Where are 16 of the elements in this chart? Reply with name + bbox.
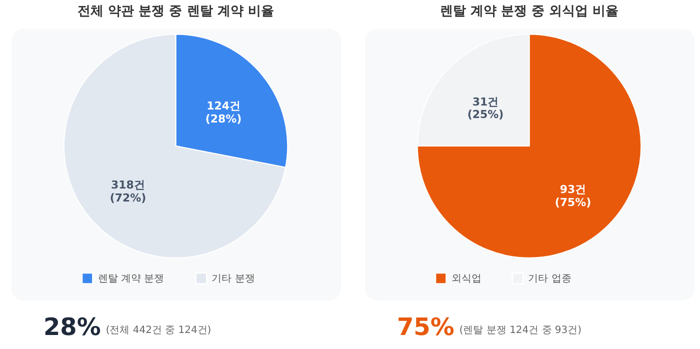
data-label: 124건 (28%) — [205, 100, 242, 126]
legend-label: 렌탈 계약 분쟁 — [98, 273, 164, 284]
text: (렌탈 분쟁 124건 중 93건) — [459, 324, 582, 336]
chart-title: 전체 약관 분쟁 중 렌탈 계약 비율 — [78, 4, 274, 20]
text: 75% — [397, 312, 454, 341]
text: 28% — [44, 312, 101, 341]
pie-slice — [63, 34, 286, 258]
legend-label: 기타 분쟁 — [212, 273, 255, 284]
data-label: 318건 (72%) — [110, 178, 146, 204]
pie-slice — [416, 34, 642, 258]
data-label: 31건 (25%) — [467, 95, 504, 122]
chart-title: 렌탈 계약 분쟁 중 외식업 비율 — [440, 4, 619, 20]
legend-label: 기타 업종 — [528, 273, 572, 284]
text: (전체 442건 중 124건) — [106, 324, 212, 336]
data-label: 93건 (75%) — [554, 182, 592, 209]
legend-label: 외식업 — [451, 273, 482, 284]
